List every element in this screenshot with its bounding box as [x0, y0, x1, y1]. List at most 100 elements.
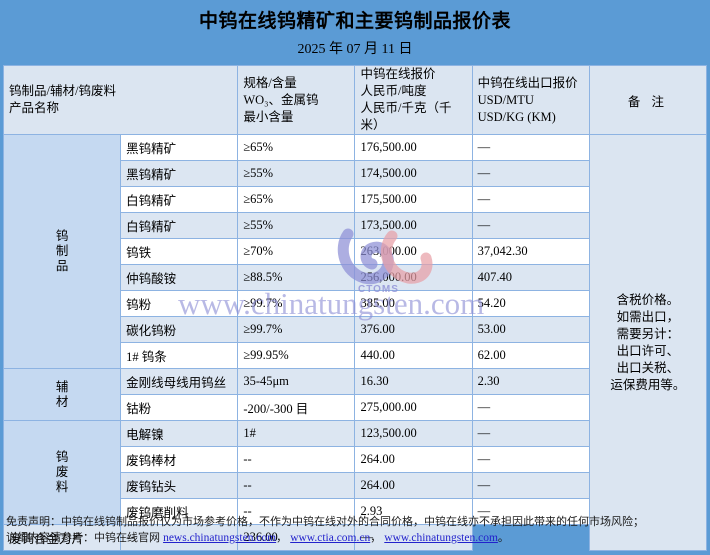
header-spec: 规格/含量 WO₃、金属钨 最小含量	[237, 65, 356, 135]
product-name-cell: 金刚线母线用钨丝	[120, 368, 239, 395]
table-row: 钨粉 ≥99.7% 385.00 54.20	[4, 290, 707, 317]
category-cell: 辅材	[2, 368, 122, 421]
table-row: 废钨钻头 -- 264.00—	[4, 472, 707, 499]
disclaimer-line-2: 详细内容请参考：中钨在线官网 news.chinatungsten.com ， w…	[6, 530, 706, 546]
disclaimer-line-2-prefix: 详细内容请参考：中钨在线官网	[6, 532, 164, 544]
product-name-cell: 钴粉	[120, 394, 239, 421]
category-char: 料	[55, 480, 69, 494]
export-price-cell: 407.40	[471, 264, 590, 291]
category-cell: 钨废料	[2, 420, 122, 525]
product-name-cell: 废钨磨削料	[120, 498, 239, 525]
export-price-cell: —	[471, 446, 590, 473]
spec-cell: ≥55%	[237, 160, 356, 187]
price-cell: 256,000.00	[354, 264, 473, 291]
price-cell: 2.93	[354, 498, 473, 525]
spec-cell: ≥99.7%	[237, 316, 356, 343]
table-row: 废钨棒材 -- 264.00—	[4, 446, 707, 473]
header-price: 中钨在线报价 人民币/吨度 人民币/千克（千米）	[354, 65, 473, 135]
spec-cell: 1#	[237, 420, 356, 447]
spec-cell: ≥55%	[237, 212, 356, 239]
spec-cell: --	[120, 524, 239, 551]
table-row: 1# 钨条 ≥99.95% 440.00 62.00	[4, 342, 707, 369]
header-export-price: 中钨在线出口报价 USD/MTU USD/KG (KM)	[471, 65, 590, 135]
footer-link[interactable]: www.chinatungsten.com	[384, 532, 498, 544]
category-cell: 钨制品	[2, 134, 122, 369]
spec-cell: ≥65%	[237, 134, 356, 161]
product-name-cell: 黑钨精矿	[120, 134, 239, 161]
footer-links: news.chinatungsten.com， www.ctia.com.cn，…	[163, 532, 509, 544]
table-row: 碳化钨粉 ≥99.7% 376.00 53.00	[4, 316, 707, 343]
remark-line: 需要另计：	[616, 326, 680, 341]
category-char: 材	[55, 394, 69, 409]
spec-cell: ≥70%	[237, 238, 356, 265]
export-price-cell: —	[471, 394, 590, 421]
price-cell: 176,500.00	[354, 134, 473, 161]
product-name-cell: 仲钨酸铵	[120, 264, 239, 291]
spec-cell: ≥65%	[237, 186, 356, 213]
disclaimer-footer: 免责声明：中钨在线钨制品报价仅为市场参考价格，不作为中钨在线对外的合同价格，中钨…	[0, 512, 710, 546]
product-name-cell: 废钨棒材	[120, 446, 239, 473]
price-cell: 264.00	[354, 446, 473, 473]
price-cell: 16.30	[354, 368, 473, 395]
category-char: 废	[55, 465, 69, 479]
price-table: 钨制品/辅材/钨废料 产品名称 规格/含量 WO₃、金属钨 最小含量 中钨在线报…	[2, 65, 708, 551]
spec-cell: ≥99.7%	[237, 290, 356, 317]
spec-cell: --	[237, 446, 356, 473]
table-row: 黑钨精矿 ≥55% 174,500.00—	[4, 160, 707, 187]
product-name-cell: 1# 钨条	[120, 342, 239, 369]
spec-cell: --	[237, 472, 356, 499]
price-cell: 275,000.00	[354, 394, 473, 421]
link-separator: ，	[370, 532, 385, 544]
table-header: 钨制品/辅材/钨废料 产品名称 规格/含量 WO₃、金属钨 最小含量 中钨在线报…	[2, 65, 708, 135]
export-price-cell: 37,042.30	[471, 238, 590, 265]
category-char: 辅	[55, 379, 69, 394]
footer-link[interactable]: www.ctia.com.cn	[290, 532, 371, 544]
table-row: 废钨合金刀片 -- 236.00—	[2, 524, 707, 551]
price-cell: 263,000.00	[354, 238, 473, 265]
product-name-cell: 碳化钨粉	[120, 316, 239, 343]
table-body: 钨制品黑钨精矿 ≥65% 176,500.00— 含税价格。 如需出口， 需要另计： 出口许…	[2, 134, 708, 551]
export-price-cell: 2.30	[471, 368, 590, 395]
product-name-cell: 白钨精矿	[120, 186, 239, 213]
table-row: 仲钨酸铵 ≥88.5% 256,000.00 407.40	[4, 264, 707, 291]
remark-line: 含税价格。	[616, 292, 680, 307]
category-char: 钨	[55, 229, 69, 243]
header-remark: 备 注	[588, 65, 708, 135]
price-cell: 385.00	[354, 290, 473, 317]
spec-cell: 35-45μm	[237, 368, 356, 395]
product-name-cell: 白钨精矿	[120, 212, 239, 239]
product-name-cell: 废钨钻头	[120, 472, 239, 499]
remark-line: 出口关税、	[616, 360, 680, 375]
price-cell: 440.00	[354, 342, 473, 369]
product-name-cell: 钨铁	[120, 238, 239, 265]
disclaimer-line-1: 免责声明：中钨在线钨制品报价仅为市场参考价格，不作为中钨在线对外的合同价格，中钨…	[6, 516, 644, 528]
price-cell: 174,500.00	[354, 160, 473, 187]
price-cell: 264.00	[354, 472, 473, 499]
table-row: 钨制品黑钨精矿 ≥65% 176,500.00— 含税价格。 如需出口， 需要另计： 出口许…	[2, 134, 708, 551]
remark-line: 如需出口，	[616, 309, 680, 324]
category-char: 钨	[55, 450, 69, 464]
footer-link[interactable]: news.chinatungsten.com	[163, 532, 277, 544]
table-row: 辅材金刚线母线用钨丝 35-45μm 16.30 2.30	[2, 368, 707, 421]
report-date: 2025 年 07 月 11 日	[297, 42, 413, 57]
price-cell: 173,500.00	[354, 212, 473, 239]
remark-line: 运保费用等。	[610, 377, 686, 392]
export-price-cell: —	[471, 498, 590, 525]
link-separator: 。	[497, 532, 509, 544]
export-price-cell: 53.00	[471, 316, 590, 343]
export-price-cell: —	[471, 472, 590, 499]
category-char: 品	[55, 259, 69, 273]
header-row: 钨制品/辅材/钨废料 产品名称 规格/含量 WO₃、金属钨 最小含量 中钨在线报…	[2, 65, 708, 135]
spec-cell: ≥88.5%	[237, 264, 356, 291]
category-char: 制	[55, 244, 69, 258]
product-name-cell: 黑钨精矿	[120, 160, 239, 187]
export-price-cell: 62.00	[471, 342, 590, 369]
export-price-cell: 54.20	[471, 290, 590, 317]
product-name-cell: 电解镍	[120, 420, 239, 447]
export-price-cell: —	[354, 524, 473, 551]
export-price-cell: —	[471, 186, 590, 213]
export-price-cell: —	[471, 160, 590, 187]
remark-cell: 含税价格。 如需出口， 需要另计： 出口许可、 出口关税、 运保费用等。	[588, 134, 708, 551]
price-cell: 123,500.00	[354, 420, 473, 447]
table-row: 白钨精矿 ≥65% 175,500.00—	[4, 186, 707, 213]
